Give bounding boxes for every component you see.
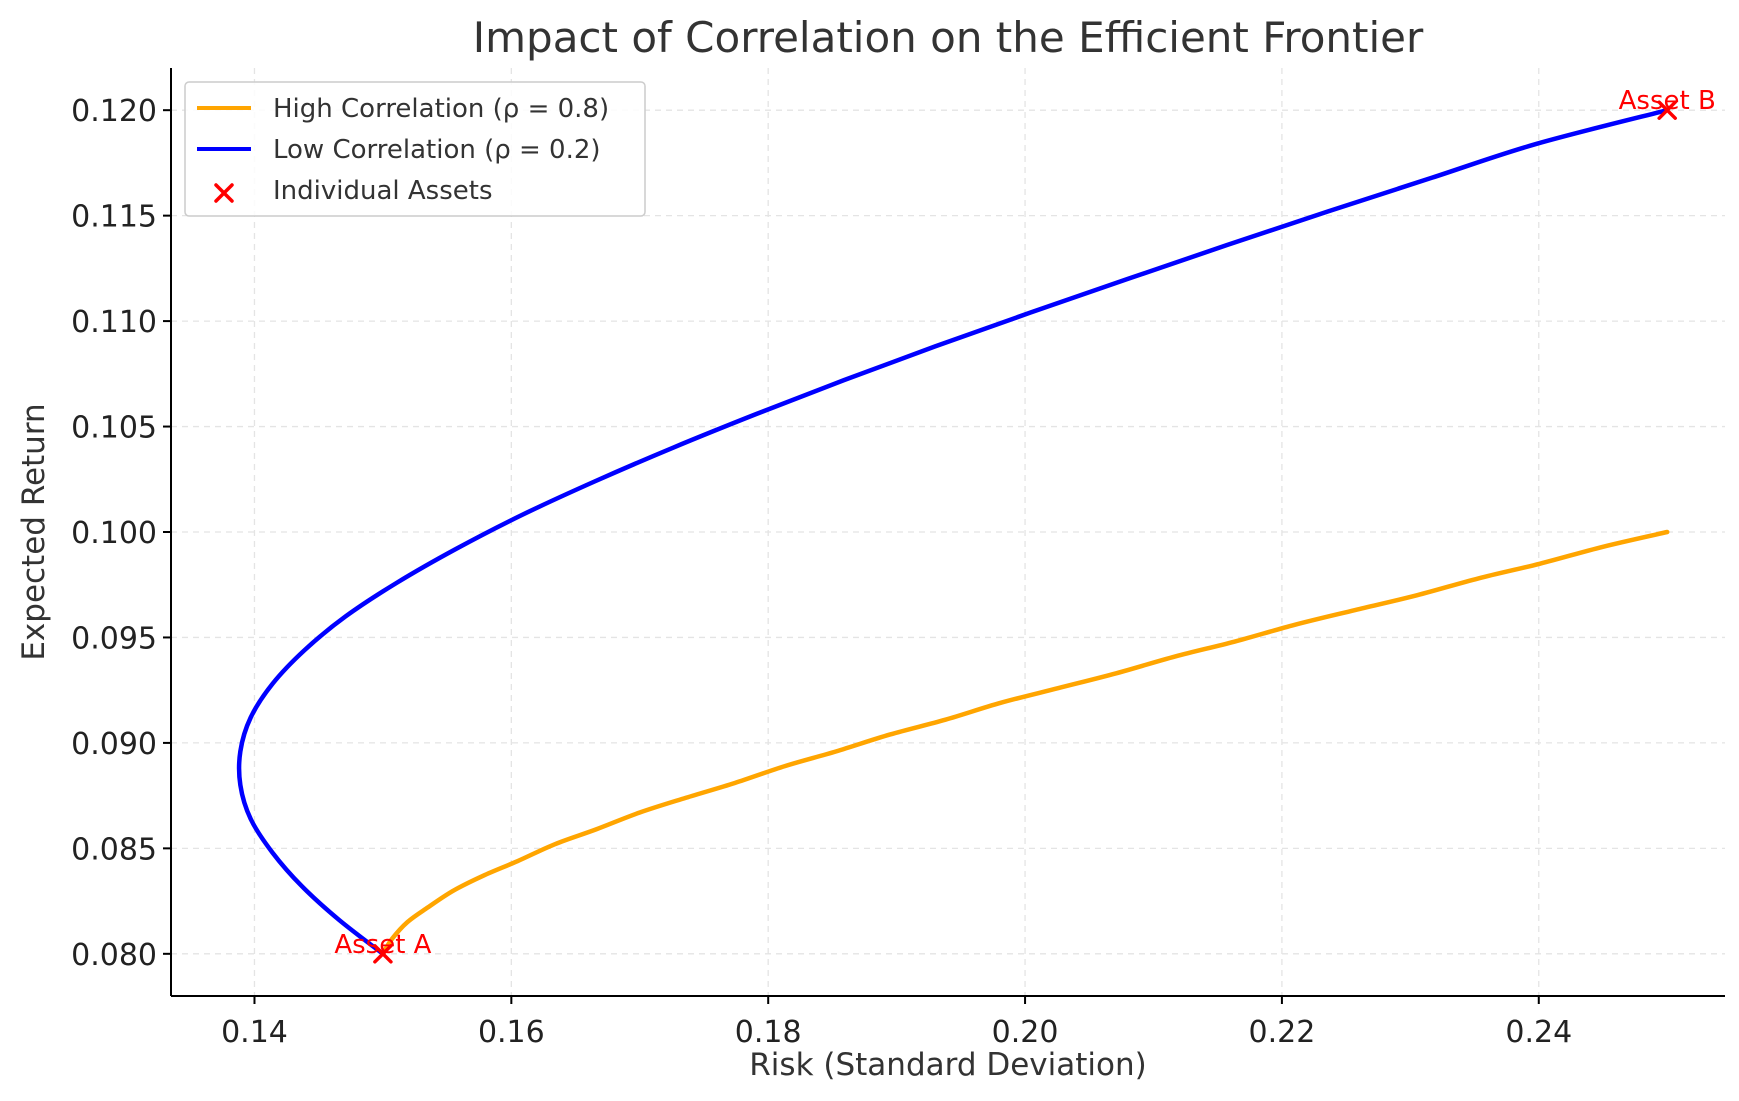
x-tick-label: 0.18 bbox=[735, 1015, 802, 1050]
x-tick-label: 0.20 bbox=[992, 1015, 1059, 1050]
asset-label: Asset A bbox=[334, 930, 431, 960]
x-tick-label: 0.22 bbox=[1249, 1015, 1316, 1050]
y-tick-label: 0.115 bbox=[71, 200, 157, 235]
asset-marker bbox=[373, 944, 393, 964]
y-tick-label: 0.080 bbox=[71, 938, 157, 973]
y-tick-label: 0.100 bbox=[71, 516, 157, 551]
low-correlation-line bbox=[236, 107, 1670, 957]
x-tick-label: 0.16 bbox=[478, 1015, 545, 1050]
legend-box bbox=[184, 81, 646, 217]
x-marker-stroke bbox=[214, 183, 234, 203]
y-tick-label: 0.095 bbox=[71, 621, 157, 656]
y-tick-label: 0.090 bbox=[71, 727, 157, 762]
y-tick-label: 0.105 bbox=[71, 411, 157, 446]
y-tick-label: 0.085 bbox=[71, 832, 157, 867]
y-tick-label: 0.120 bbox=[71, 94, 157, 129]
marker-layer: Asset A Asset B bbox=[334, 86, 1716, 964]
asset-label: Asset B bbox=[1619, 86, 1716, 116]
legend-swatch-individual-assets bbox=[214, 183, 234, 203]
x-tick-label: 0.14 bbox=[221, 1015, 288, 1050]
y-tick-label: 0.110 bbox=[71, 305, 157, 340]
tick-layer: 0.14 0.16 0.18 0.20 0.22 0.24 0.080 0.085 0.090 0… bbox=[71, 94, 1572, 1050]
high-correlation-line bbox=[380, 529, 1670, 957]
x-marker-stroke bbox=[373, 944, 393, 964]
legend-x-marker bbox=[214, 183, 234, 203]
legend-label-individual-assets: Individual Assets bbox=[273, 176, 493, 206]
x-tick-label: 0.24 bbox=[1505, 1015, 1572, 1050]
x-marker-stroke bbox=[1657, 100, 1677, 120]
legend: High Correlation (ρ = 0.8) Low Correlati… bbox=[184, 81, 646, 217]
legend-label-low-correlation: Low Correlation (ρ = 0.2) bbox=[273, 135, 601, 165]
y-axis-label: Expected Return bbox=[16, 403, 52, 660]
chart-title: Impact of Correlation on the Efficient F… bbox=[473, 13, 1424, 62]
series-layer bbox=[236, 107, 1670, 957]
legend-label-high-correlation: High Correlation (ρ = 0.8) bbox=[273, 94, 609, 124]
asset-marker bbox=[1657, 100, 1677, 120]
x-axis-label: Risk (Standard Deviation) bbox=[749, 1047, 1146, 1083]
